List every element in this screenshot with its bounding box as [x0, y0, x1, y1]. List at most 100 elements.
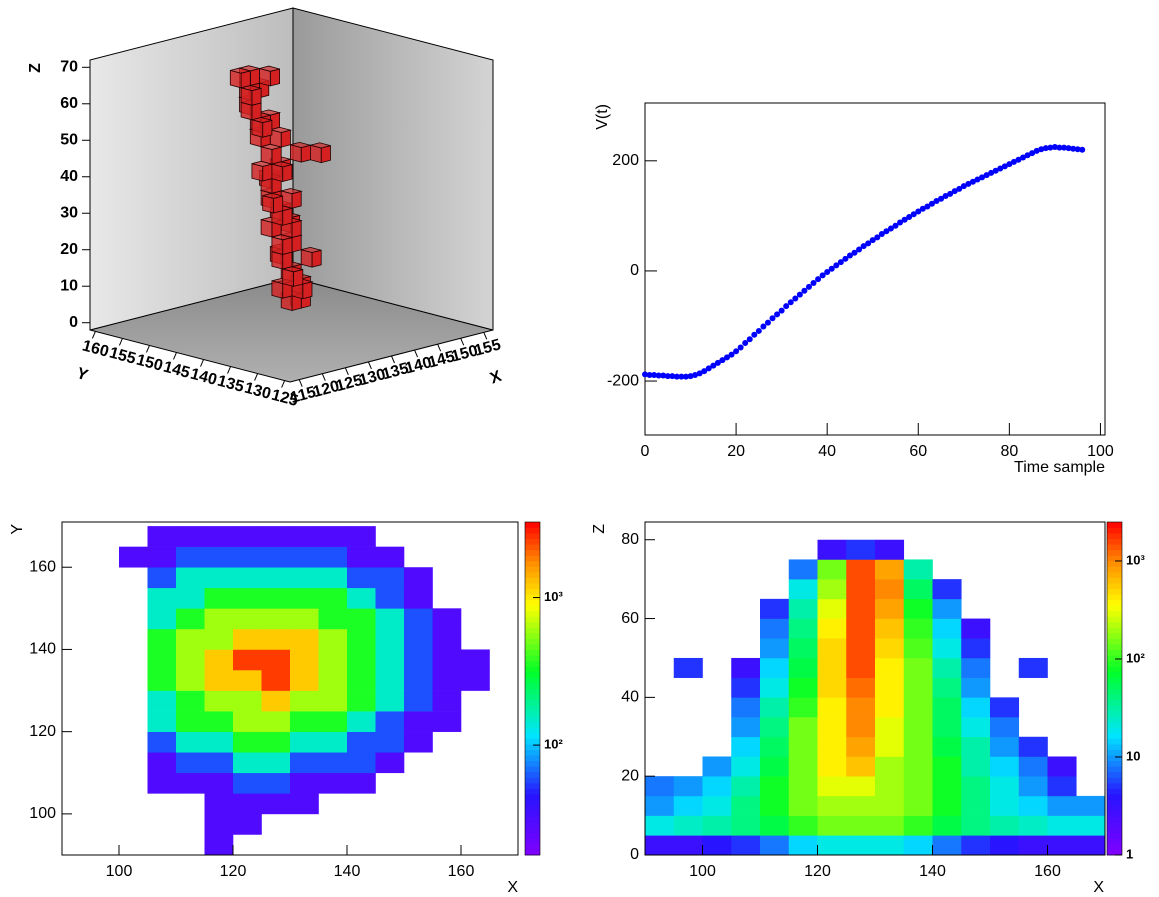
colorbar-step: [1107, 555, 1122, 562]
cell: [204, 772, 234, 794]
data-point: [815, 276, 822, 283]
data-point: [910, 211, 917, 218]
colorbar-step: [1107, 594, 1122, 601]
data-point: [737, 344, 744, 351]
cell: [817, 795, 847, 816]
voxel: [270, 161, 294, 183]
y-axis-title: Y: [9, 524, 26, 535]
cell: [432, 608, 462, 630]
cell: [1018, 756, 1048, 777]
voxel-face: [288, 141, 312, 149]
data-point: [651, 371, 658, 378]
cell: [760, 638, 790, 659]
x-tick: [437, 343, 442, 352]
colorbar-step: [525, 816, 540, 823]
colorbar-step: [1107, 710, 1122, 717]
cell: [261, 608, 291, 630]
colorbar-step: [1107, 805, 1122, 811]
x-tick-label: 120: [311, 378, 341, 401]
cell: [990, 717, 1020, 738]
colorbar-step: [1107, 560, 1122, 567]
cell: [1047, 795, 1077, 816]
cell: [176, 752, 205, 774]
colorbar-step: [1107, 577, 1122, 584]
cell: [817, 618, 847, 639]
data-point: [1029, 150, 1036, 157]
cell: [846, 835, 876, 855]
cell: [375, 546, 405, 568]
cell: [1076, 815, 1105, 836]
colorbar-step: [1107, 599, 1122, 606]
voxel-face: [282, 163, 293, 183]
cell: [261, 546, 291, 568]
cell: [817, 756, 847, 777]
y-tick-label: 145: [161, 359, 191, 382]
cell: [261, 587, 291, 609]
voxel-face: [262, 192, 283, 199]
voxel-face: [273, 195, 284, 214]
data-point: [678, 373, 685, 380]
data-point: [787, 299, 794, 306]
colorbar-step: [1107, 660, 1122, 667]
voxel: [240, 85, 262, 106]
cell: [176, 587, 205, 609]
z-tick-label: 60: [60, 95, 78, 112]
cell: [817, 697, 847, 718]
voxel: [271, 248, 293, 270]
colorbar-step: [1107, 682, 1122, 689]
cell: [290, 711, 319, 732]
cell: [645, 815, 675, 836]
voxel: [271, 234, 293, 255]
data-point: [769, 315, 776, 322]
data-point: [778, 307, 785, 314]
cells: [119, 526, 490, 855]
cell: [932, 717, 962, 738]
data-point: [805, 283, 812, 290]
colorbar-step: [1107, 810, 1122, 817]
colorbar-step: [525, 849, 540, 856]
cell: [903, 579, 933, 600]
z-tick-label: 1: [1126, 846, 1133, 861]
cell: [760, 736, 790, 757]
panel-xz-map: 100 120 140 160 0 20 40 60 80 1 10 10² 10³ Z X: [591, 521, 1145, 896]
colorbar-step: [525, 760, 540, 767]
colorbar-step: [525, 838, 540, 845]
voxel-face: [282, 266, 303, 273]
cell: [846, 717, 876, 738]
colorbar-step: [1107, 571, 1122, 578]
cells: [645, 539, 1105, 855]
z-tick-label: 30: [60, 204, 78, 221]
data-point: [901, 216, 908, 223]
cell: [176, 567, 205, 589]
data-point: [1024, 152, 1031, 159]
cell: [147, 731, 177, 753]
cell: [961, 717, 991, 738]
cell: [961, 835, 991, 855]
colorbar-step: [1107, 755, 1122, 762]
z-tick-label: 10³: [1126, 552, 1145, 567]
cell: [817, 598, 847, 619]
cell: [290, 772, 319, 794]
cell: [1018, 776, 1048, 797]
cell: [318, 690, 348, 712]
cell: [760, 657, 790, 678]
cell: [932, 657, 962, 678]
data-point: [696, 370, 703, 377]
cell: [176, 608, 205, 630]
cell: [932, 776, 962, 797]
data-point: [979, 174, 986, 181]
colorbar-step: [525, 788, 540, 795]
cell: [404, 711, 433, 732]
cell: [932, 835, 962, 855]
cell: [903, 835, 933, 855]
colorbar-step: [1107, 816, 1122, 823]
colorbar-step: [1107, 616, 1122, 623]
colorbar-step: [1107, 832, 1122, 839]
x-tick: [460, 338, 465, 346]
cell: [817, 736, 847, 757]
cell: [375, 670, 405, 691]
y-tick-label: 140: [188, 366, 218, 389]
x-tick: [298, 379, 303, 387]
colorbar-step: [1107, 821, 1122, 828]
voxel: [262, 192, 284, 214]
